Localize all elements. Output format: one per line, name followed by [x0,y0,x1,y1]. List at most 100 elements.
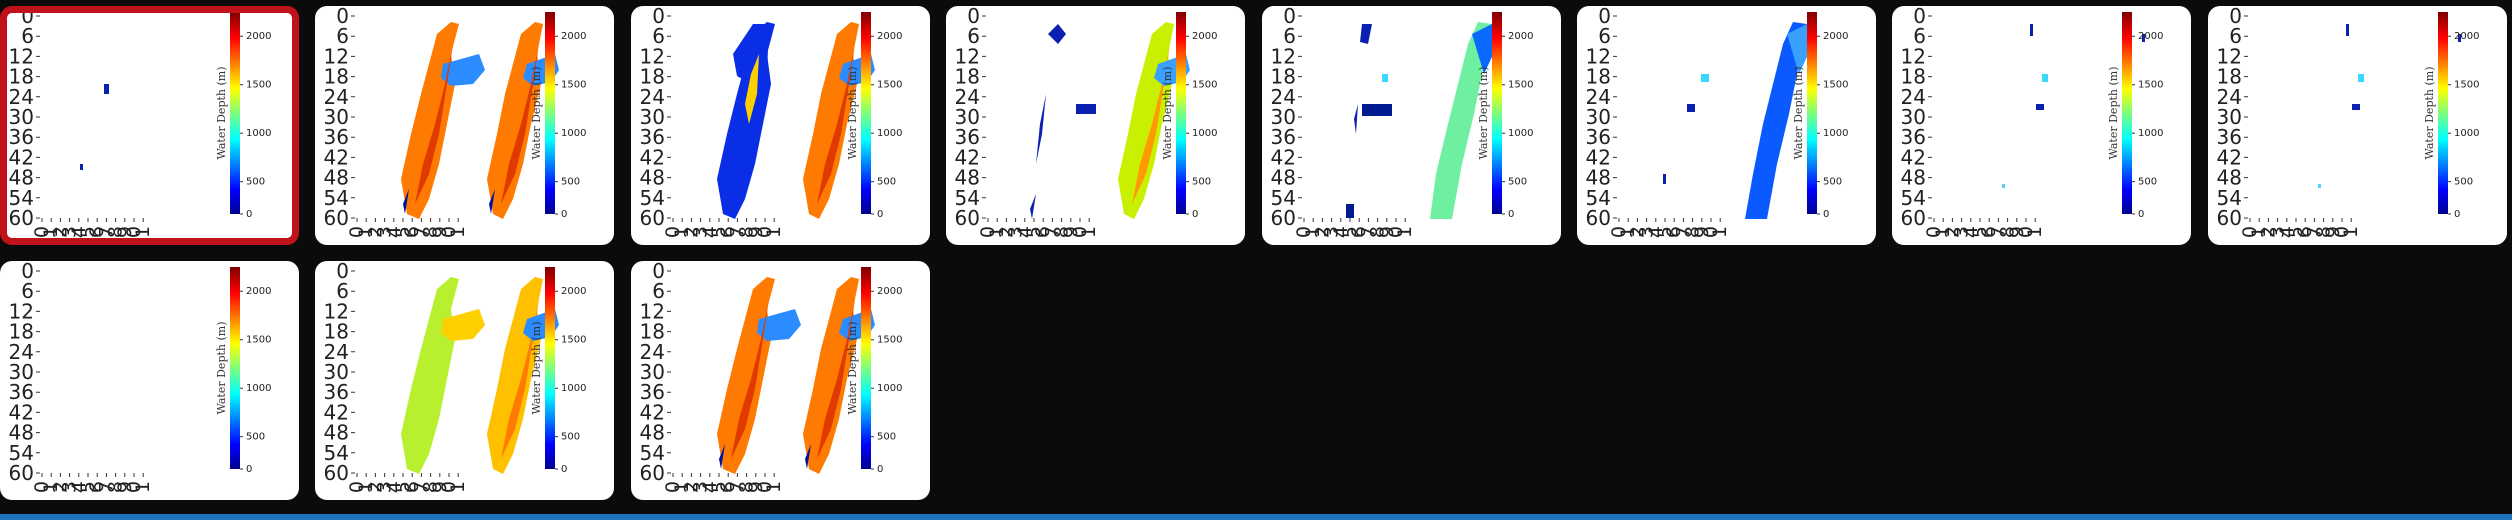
colorbar [860,12,871,214]
thumbnail-card[interactable]: 0 6 12 18 24 30 36 42 48 54 60 0 1 2 3 4 5 6 7 8 9 0 1 2000 1500… [630,261,930,500]
y-tick-label: 48 [2216,166,2241,190]
colorbar-tick-label: 500 [561,177,580,188]
x-tick-label: 0 [1293,226,1315,238]
thumbnail-card[interactable]: 0 6 12 18 24 30 36 42 48 54 60 0 1 2 3 4 5 6 7 8 9 0 1 2000 1500… [0,261,299,500]
x-tick-label: 2 [680,226,702,238]
colorbar-label: Water Depth (m) [2423,67,2436,160]
y-tick-label: 18 [1270,65,1295,89]
colorbar [2437,12,2448,214]
thumbnail-card[interactable]: 0 6 12 18 24 30 36 42 48 54 60 0 1 2 3 4 5 6 7 8 9 0 1 2000 1500… [630,6,930,245]
x-tick-label: 0 [123,481,145,493]
x-tick-label: 2 [49,481,71,493]
x-tick-label: 9 [1060,226,1082,238]
x-tick-label: 7 [95,226,117,238]
y-tick-label: 48 [324,421,349,445]
y-tick-label: 6 [1598,24,1611,48]
x-tick-label: 4 [699,226,721,238]
colorbar [230,13,240,214]
y-tick-label: 6 [652,24,665,48]
y-tick-label: 30 [9,105,34,129]
colorbar-tick-label: 1000 [877,383,902,394]
thumbnail-card[interactable]: 0 6 12 18 24 30 36 42 48 54 60 0 1 2 3 4 5 6 7 8 9 0 1 2000 1500… [946,6,1246,245]
colorbar-tick-label: 1000 [561,383,586,394]
y-tick-label: 30 [1586,105,1611,129]
y-tick-label: 18 [2216,65,2241,89]
x-tick-label: 5 [77,481,99,493]
y-tick-label: 30 [1901,105,1926,129]
colorbar-tick-label: 1500 [561,335,586,346]
colorbar-tick-label: 1500 [561,80,586,91]
x-tick-label: 4 [1960,226,1982,238]
y-tick-label: 36 [324,125,349,149]
x-tick-label: 0 [1700,226,1722,238]
y-tick-label: 54 [955,186,980,210]
colorbar-tick-label: 0 [877,464,883,475]
y-tick-label: 54 [324,441,349,465]
y-tick-label: 12 [1270,44,1295,68]
x-tick-label: 0 [754,226,776,238]
y-tick-label: 54 [1586,186,1611,210]
x-tick-label: 2 [680,481,702,493]
colorbar-tick-label: 2000 [2454,31,2479,42]
colorbar [545,267,556,469]
y-tick-label: 48 [9,166,34,190]
colorbar-tick-label: 500 [2454,177,2473,188]
x-tick-label: 0 [346,226,368,238]
heatmap [401,22,560,219]
x-tick-label: 0 [31,481,53,493]
x-tick-label: 2 [996,226,1018,238]
x-tick-label: 0 [123,226,145,238]
y-tick-label: 12 [955,44,980,68]
thumbnail-card[interactable]: 0 6 12 18 24 30 36 42 48 54 60 0 1 2 3 4 5 6 7 8 9 0 1 2000 1500… [0,6,299,245]
heatmap [716,22,875,219]
colorbar-tick-label: 1000 [1192,128,1217,139]
thumbnail-card[interactable]: 0 6 12 18 24 30 36 42 48 54 60 0 1 2 3 4 5 6 7 8 9 0 1 2000 1500… [315,6,615,245]
colorbar-tick-label: 1500 [1823,80,1848,91]
y-tick-label: 24 [1270,85,1295,109]
y-tick-label: 30 [2216,105,2241,129]
y-tick-label: 18 [324,320,349,344]
y-tick-label: 60 [324,206,349,230]
colorbar-tick-label: 0 [561,464,567,475]
y-tick-label: 12 [639,44,664,68]
x-tick-label: 6 [717,226,739,238]
colorbar-label: Water Depth (m) [846,67,859,160]
y-tick-label: 36 [1901,125,1926,149]
colorbar-tick-label: 1500 [246,335,271,346]
x-tick-label: 8 [420,481,442,493]
colorbar-tick-label: 1000 [1508,128,1533,139]
thumbnail-card[interactable]: 0 6 12 18 24 30 36 42 48 54 60 0 1 2 3 4 5 6 7 8 9 0 1 2000 1500… [1261,6,1561,245]
x-tick-label: 4 [1014,226,1036,238]
x-tick-label: 8 [735,226,757,238]
colorbar-label: Water Depth (m) [1161,67,1174,160]
x-tick-label: 1 [2248,226,2270,238]
x-tick-label: 3 [59,226,81,238]
colorbar-tick-label: 1500 [2138,80,2163,91]
x-tick-label: 6 [86,226,108,238]
thumbnail-card[interactable]: 0 6 12 18 24 30 36 42 48 54 60 0 1 2 3 4 5 6 7 8 9 0 1 2000 1500… [315,261,615,500]
y-tick-label: 54 [1901,186,1926,210]
thumbnail-card[interactable]: 0 6 12 18 24 30 36 42 48 54 60 0 1 2 3 4 5 6 7 8 9 0 1 2000 1500… [2207,6,2507,245]
heatmap [1663,22,1813,219]
colorbar-tick-label: 500 [561,432,580,443]
thumbnail-card[interactable]: 0 6 12 18 24 30 36 42 48 54 60 0 1 2 3 4 5 6 7 8 9 0 1 2000 1500… [1892,6,2192,245]
y-tick-label: 60 [955,206,980,230]
x-tick-label: 0 [977,226,999,238]
x-tick-label: 9 [2322,226,2344,238]
y-tick-label: 6 [2229,24,2242,48]
x-tick-label: 3 [1320,226,1342,238]
heatmap [401,277,560,474]
colorbar-tick-label: 500 [2138,177,2157,188]
colorbar-tick-label: 500 [246,177,265,188]
y-tick-label: 36 [2216,125,2241,149]
colorbar-tick-label: 2000 [1192,31,1217,42]
x-tick-label: 5 [708,226,730,238]
y-tick-label: 54 [639,441,664,465]
x-tick-label: 3 [689,481,711,493]
y-tick-label: 36 [1586,125,1611,149]
y-tick-label: 12 [1901,44,1926,68]
x-tick-label: 1 [986,226,1008,238]
x-tick-label: 8 [105,481,127,493]
colorbar-tick-label: 2000 [246,31,271,42]
thumbnail-card[interactable]: 0 6 12 18 24 30 36 42 48 54 60 0 1 2 3 4 5 6 7 8 9 0 1 2000 1500… [1577,6,1876,245]
